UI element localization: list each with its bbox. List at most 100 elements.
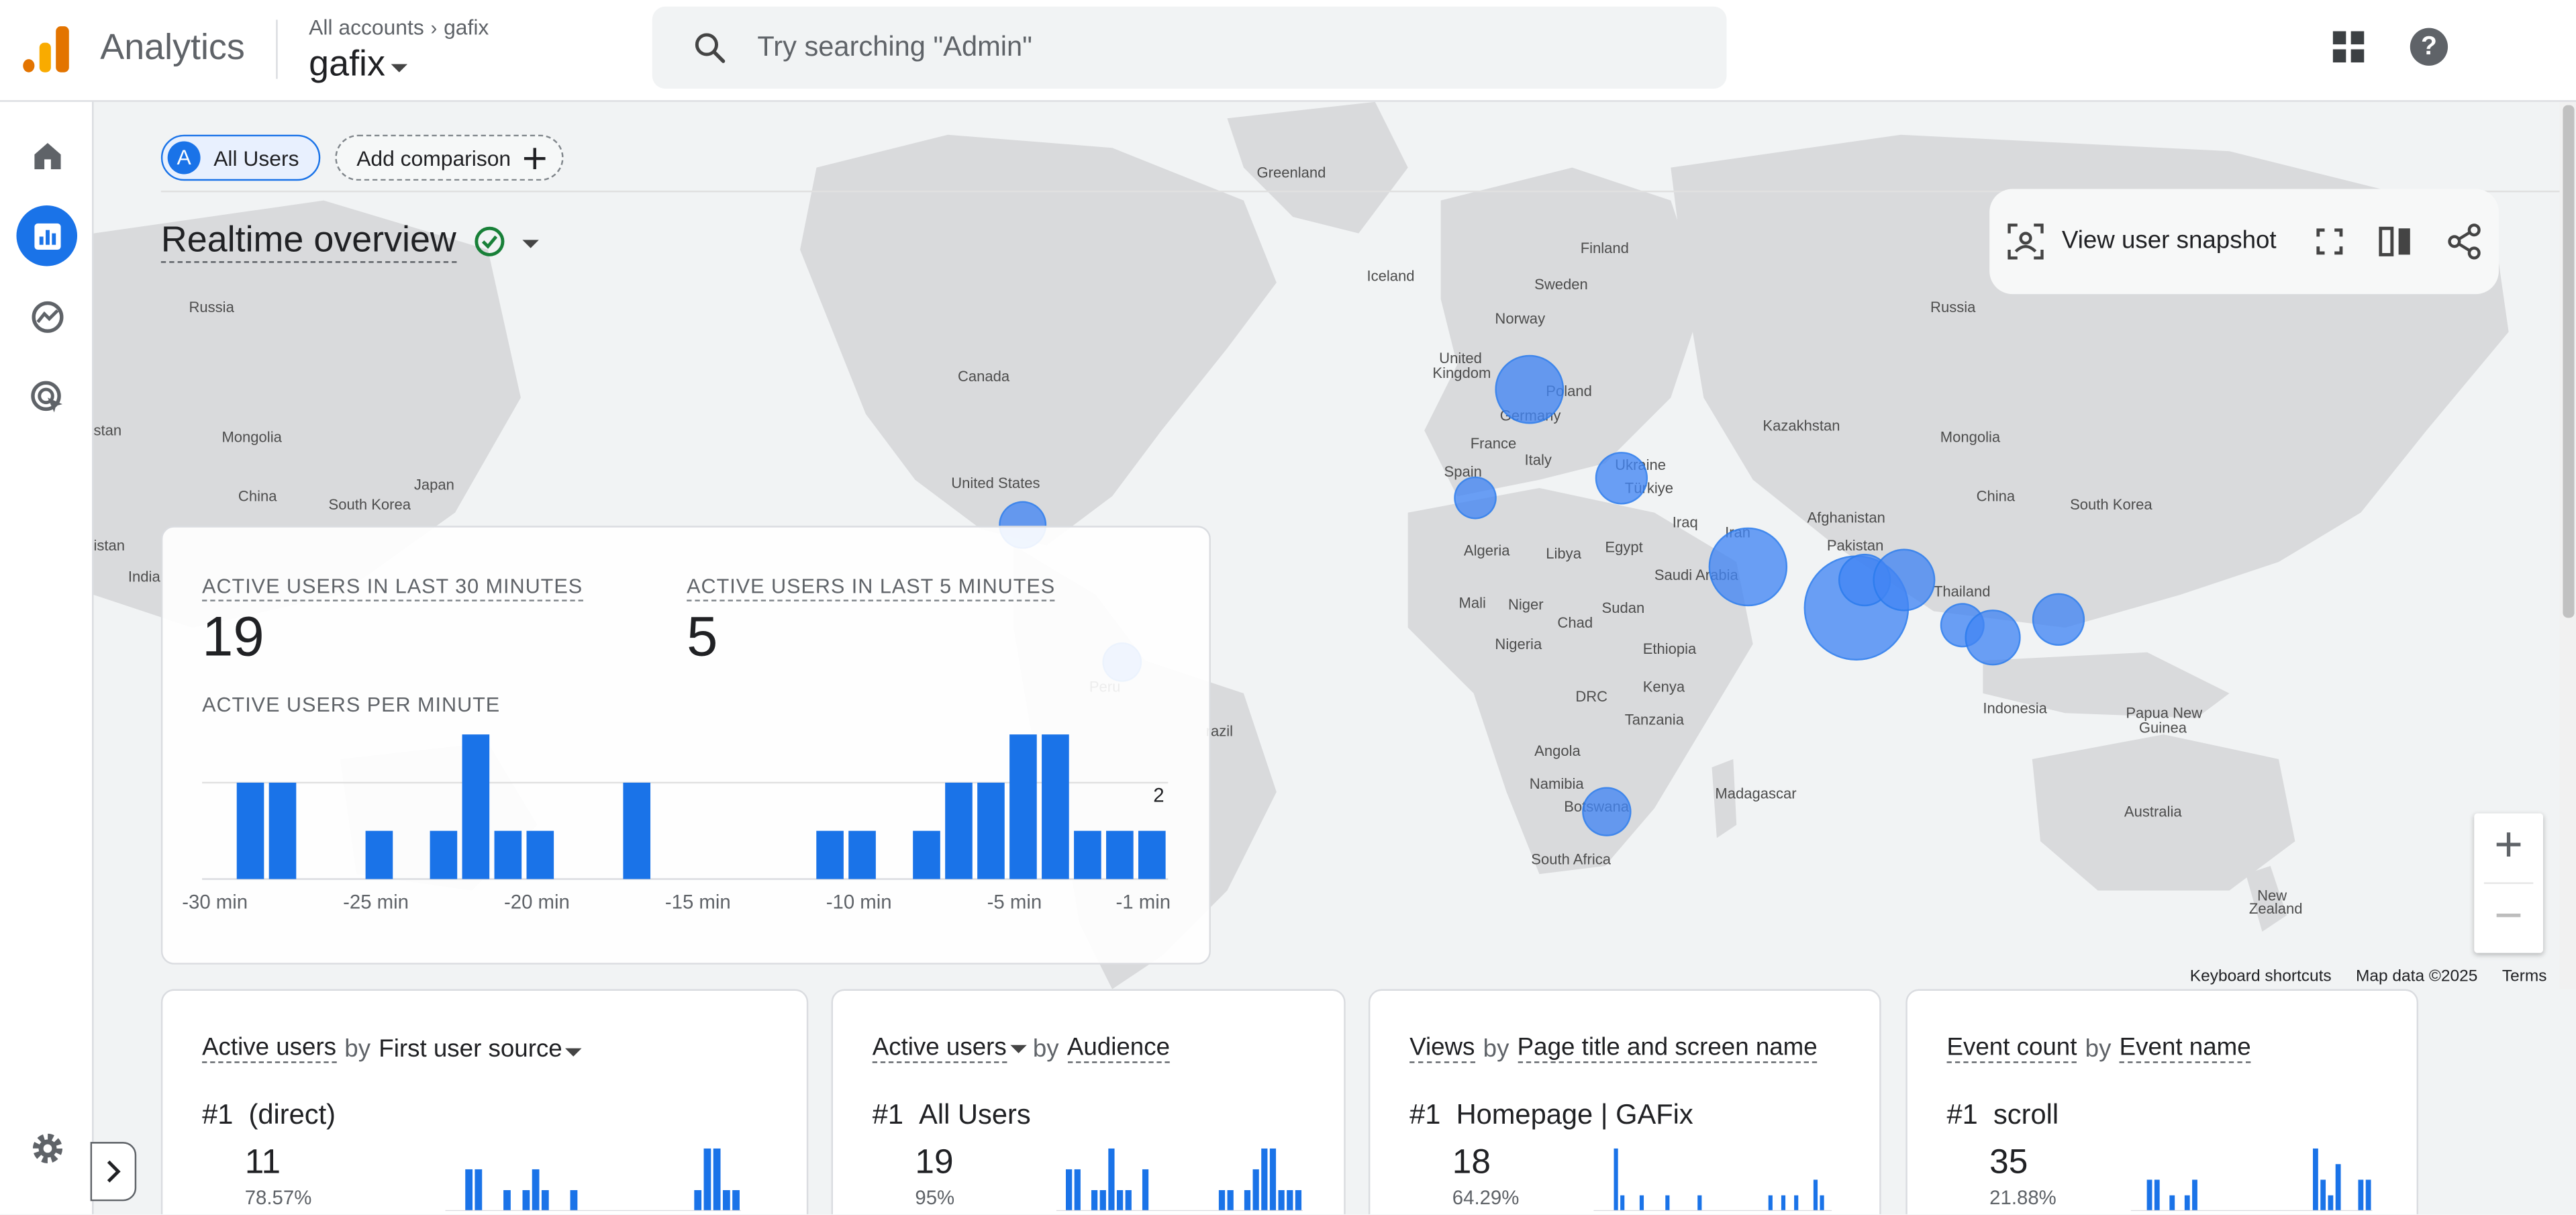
- sparkline-bar: [1074, 1169, 1081, 1211]
- reports-icon[interactable]: [16, 205, 78, 266]
- caret-down-icon[interactable]: [1009, 1044, 1027, 1053]
- map-bubble[interactable]: [1495, 354, 1565, 424]
- chart-bar[interactable]: [623, 782, 651, 879]
- sparkline-bar: [1697, 1195, 1702, 1211]
- map-label: Iceland: [1367, 267, 1415, 285]
- chart-bar[interactable]: [816, 830, 844, 879]
- map-label: Tanzania: [1624, 711, 1684, 728]
- sparkline-chart[interactable]: [2130, 1145, 2373, 1211]
- map-label: Indonesia: [1983, 699, 2047, 717]
- metric-selector[interactable]: Active users: [872, 1034, 1007, 1063]
- page-title[interactable]: Realtime overview: [160, 219, 456, 263]
- chart-bar[interactable]: [494, 830, 522, 879]
- top-row[interactable]: #1 scroll: [1947, 1100, 2059, 1132]
- map-label: China: [1976, 487, 2016, 505]
- top-row[interactable]: #1 All Users: [873, 1100, 1031, 1132]
- sparkline-bar: [1639, 1195, 1644, 1211]
- metric-selector[interactable]: Active users: [202, 1034, 337, 1063]
- user-snapshot-icon[interactable]: [2008, 224, 2044, 260]
- dimension-selector[interactable]: Page title and screen name: [1517, 1034, 1818, 1063]
- zoom-in-button[interactable]: +: [2494, 818, 2524, 873]
- chart-bar[interactable]: [977, 782, 1005, 879]
- chart-bar[interactable]: [236, 782, 264, 879]
- dimension-selector[interactable]: Audience: [1067, 1034, 1171, 1063]
- chart-bar[interactable]: [1009, 734, 1037, 879]
- dimension-selector[interactable]: Event name: [2119, 1034, 2251, 1063]
- help-icon[interactable]: ?: [2410, 28, 2448, 66]
- top-row[interactable]: #1 (direct): [202, 1100, 336, 1132]
- map-bubble[interactable]: [1454, 476, 1497, 520]
- caret-down-icon[interactable]: [522, 240, 539, 248]
- chart-bar[interactable]: [365, 830, 393, 879]
- chart-bar[interactable]: [526, 830, 554, 879]
- x-tick-label: -30 min: [182, 890, 248, 914]
- sparkline-chart[interactable]: [1056, 1145, 1303, 1211]
- map-bubble[interactable]: [1873, 548, 1936, 612]
- explore-icon[interactable]: [16, 286, 77, 347]
- top-row[interactable]: #1 Homepage | GAFix: [1409, 1100, 1693, 1132]
- map-bubble[interactable]: [1708, 527, 1788, 607]
- analytics-logo-icon[interactable]: [23, 23, 72, 72]
- map-label: Ethiopia: [1642, 640, 1697, 658]
- sparkline-chart[interactable]: [1593, 1145, 1832, 1211]
- chevron-right-icon[interactable]: [90, 1142, 137, 1202]
- gear-icon[interactable]: [16, 1117, 77, 1178]
- app-name[interactable]: Analytics: [100, 26, 245, 68]
- property-selector[interactable]: gafix: [309, 42, 409, 86]
- metric-selector[interactable]: Event count: [1946, 1034, 2077, 1063]
- breadcrumb[interactable]: All accounts › gafix: [309, 15, 489, 40]
- sparkline-chart[interactable]: [445, 1145, 741, 1211]
- scrollbar-thumb[interactable]: [2563, 105, 2575, 618]
- rank-label: #1: [1946, 1099, 1978, 1131]
- chart-bar[interactable]: [1042, 734, 1069, 879]
- chart-bar[interactable]: [1138, 830, 1166, 879]
- metric-selector[interactable]: Views: [1409, 1034, 1475, 1063]
- dimension-selector[interactable]: First user source: [379, 1034, 562, 1063]
- chart-bar[interactable]: [462, 734, 490, 879]
- chart-bar[interactable]: [945, 782, 973, 879]
- terms-link[interactable]: Terms: [2501, 967, 2547, 986]
- active-users-per-minute-chart[interactable]: [162, 528, 1209, 963]
- map-bubble[interactable]: [1582, 787, 1632, 836]
- chart-bar[interactable]: [268, 782, 297, 879]
- map-label: Nigeria: [1495, 636, 1542, 652]
- all-users-chip[interactable]: A All Users: [160, 134, 321, 181]
- breadcrumb-accounts[interactable]: All accounts: [309, 15, 424, 40]
- compare-icon[interactable]: [2379, 225, 2412, 258]
- search-input[interactable]: Try searching "Admin": [757, 31, 1032, 63]
- chart-bar[interactable]: [1074, 830, 1101, 879]
- apps-grid-icon[interactable]: [2332, 31, 2366, 64]
- sparkline-bar: [2184, 1195, 2190, 1211]
- home-icon[interactable]: [16, 125, 77, 186]
- fullscreen-icon[interactable]: [2316, 228, 2343, 255]
- card-title: Active users by First user source: [202, 1034, 583, 1063]
- advertising-icon[interactable]: [16, 367, 77, 428]
- search-bar[interactable]: Try searching "Admin": [652, 6, 1727, 89]
- map-bubble[interactable]: [2032, 593, 2085, 646]
- map-bubble[interactable]: [1595, 452, 1648, 505]
- caret-down-icon[interactable]: [391, 63, 409, 72]
- chart-bar[interactable]: [913, 830, 940, 879]
- caret-down-icon[interactable]: [565, 1047, 583, 1056]
- zoom-out-button[interactable]: −: [2494, 889, 2524, 943]
- map-label: Guinea: [2138, 720, 2187, 736]
- view-user-snapshot-button[interactable]: View user snapshot: [2061, 226, 2277, 255]
- sparkline-bar: [1295, 1189, 1302, 1211]
- sparkline-bar: [703, 1148, 711, 1211]
- map-label: Pakistan: [1826, 537, 1884, 554]
- active-users-30-label[interactable]: ACTIVE USERS IN LAST 30 MINUTES: [202, 573, 583, 601]
- breadcrumb-account[interactable]: gafix: [444, 15, 489, 40]
- property-name[interactable]: gafix: [309, 42, 385, 84]
- keyboard-shortcuts-link[interactable]: Keyboard shortcuts: [2189, 967, 2332, 986]
- active-users-5-label[interactable]: ACTIVE USERS IN LAST 5 MINUTES: [687, 573, 1056, 601]
- share-icon[interactable]: [2448, 224, 2481, 260]
- chart-bar[interactable]: [430, 830, 458, 879]
- chart-bar[interactable]: [1106, 830, 1134, 879]
- add-comparison-button[interactable]: Add comparison: [335, 134, 564, 181]
- by-label: by: [1483, 1034, 1509, 1063]
- map-bubble[interactable]: [1965, 610, 2021, 666]
- realtime-card: ACTIVE USERS IN LAST 30 MINUTES 19 ACTIV…: [160, 526, 1211, 965]
- top-value-label: All Users: [919, 1099, 1031, 1131]
- sparkline-bar: [475, 1169, 483, 1211]
- chart-bar[interactable]: [848, 830, 876, 879]
